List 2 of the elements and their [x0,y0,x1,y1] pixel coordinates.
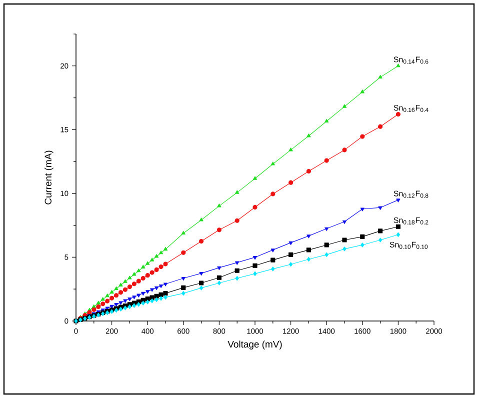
x-axis-title: Voltage (mV) [228,340,282,350]
y-axis-title: Current (mA) [44,150,54,204]
